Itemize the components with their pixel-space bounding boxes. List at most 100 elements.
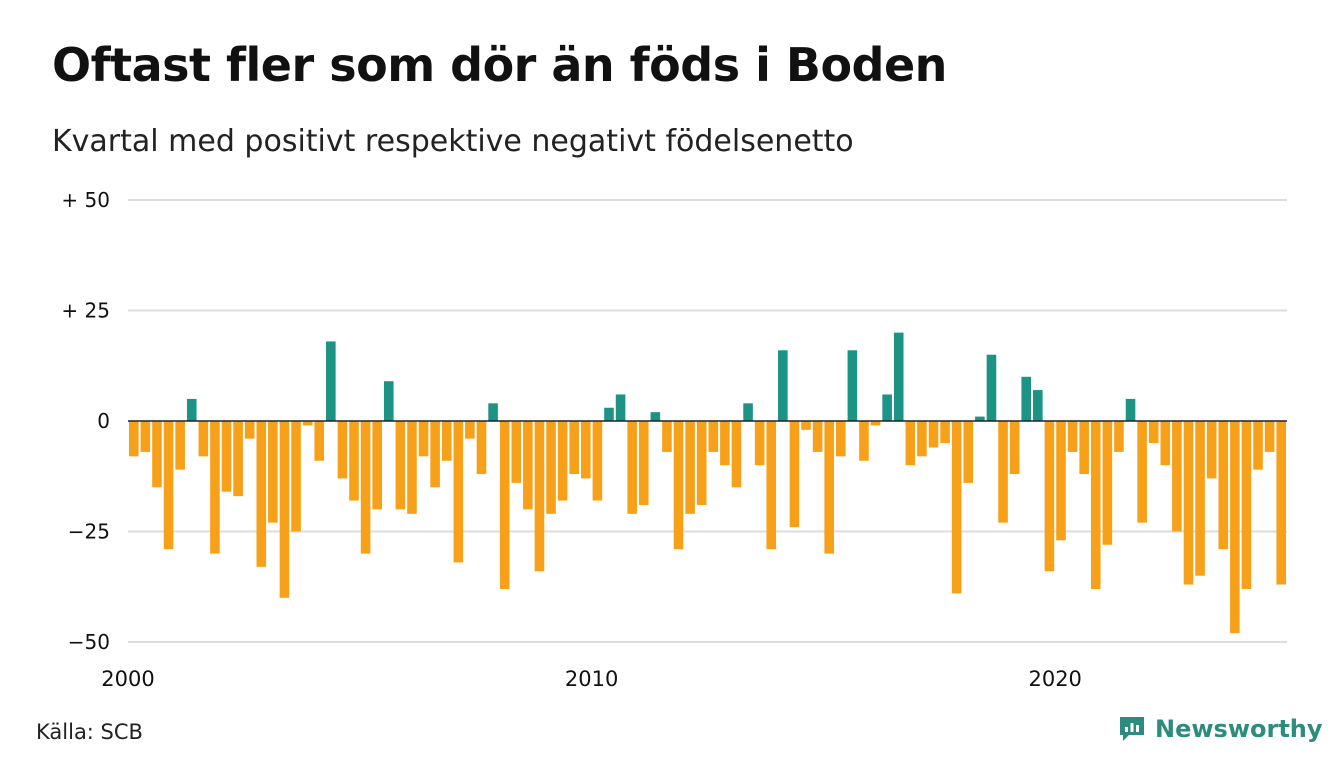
bar-negative [302,421,313,426]
bar-negative [638,421,649,505]
bar-negative [1090,421,1101,589]
bar-negative [1114,421,1124,452]
bar-negative [129,421,139,457]
bar-positive [986,354,997,421]
bar-negative [720,421,730,466]
bar-negative [430,421,440,488]
bar-positive [893,332,904,421]
bar-negative [673,421,684,550]
bar-positive [615,394,626,421]
bar-chart: + 50 + 25 0 −25 −50 2000 2010 2020 [61,188,1287,691]
bar-negative [1218,421,1229,550]
bar-negative [1253,421,1263,470]
bar-negative [244,421,255,439]
bar-negative [812,421,823,452]
bar-negative [627,421,637,514]
x-tick-label: 2020 [1028,667,1081,691]
bar-negative [766,421,777,550]
bar-negative [441,421,452,461]
bar-negative [859,421,869,461]
bar-negative [1079,421,1089,475]
bar-negative [1102,421,1113,545]
brand-logo[interactable]: Newsworthy [1117,714,1323,744]
bar-negative [349,421,359,501]
bar-positive [847,350,858,421]
y-tick-label: −25 [68,520,110,544]
bar-negative [291,421,301,532]
bar-negative [140,421,151,452]
bar-negative [372,421,382,510]
chart-title: Oftast fler som dör än föds i Boden [52,38,947,92]
bar-negative [963,421,974,483]
bar-negative [418,421,429,457]
bar-negative [998,421,1008,523]
bar-positive [186,398,197,421]
bar-negative [511,421,522,483]
bar-positive [778,350,788,421]
bar-negative [314,421,325,461]
grid-lines [128,199,1287,643]
bar-negative [1276,421,1286,585]
bar-negative [1137,421,1147,523]
bar-negative [824,421,834,554]
bar-negative [534,421,545,572]
bar-negative [476,421,487,475]
bar-negative [546,421,556,514]
bar-negative [395,421,406,510]
bar-negative [835,421,846,457]
bar-positive [1033,390,1043,421]
bar-negative [198,421,209,457]
bar-negative [1264,421,1275,452]
bar-positive [488,403,498,421]
bar-negative [1160,421,1171,466]
y-tick-label: + 50 [61,188,110,212]
bar-negative [1230,421,1240,634]
bar-negative [175,421,185,470]
bar-negative [407,421,417,514]
bar-negative [221,421,232,492]
bar-negative [592,421,603,501]
bar-negative [801,421,811,430]
bar-negative [1183,421,1194,585]
bar-negative [569,421,580,475]
x-axis-ticks: 2000 2010 2020 [101,667,1082,691]
bars [129,332,1286,634]
bar-positive [743,403,753,421]
chart-subtitle: Kvartal med positivt respektive negativt… [52,124,854,159]
bar-negative [917,421,927,457]
bar-negative [1195,421,1205,576]
bar-negative [1009,421,1020,475]
bar-negative [268,421,278,523]
y-tick-label: + 25 [61,299,110,323]
y-axis-ticks: + 50 + 25 0 −25 −50 [61,188,110,654]
y-tick-label: −50 [68,630,110,654]
bar-positive [882,394,892,421]
bar-positive [1125,398,1136,421]
bar-negative [685,421,695,514]
bar-negative [1067,421,1078,452]
bar-positive [383,381,394,421]
bar-positive [326,341,336,421]
x-tick-label: 2000 [101,667,154,691]
bar-negative [523,421,533,510]
bar-negative [256,421,267,567]
bar-negative [1148,421,1159,444]
bar-negative [928,421,939,448]
bar-negative [1056,421,1066,541]
x-tick-label: 2010 [565,667,618,691]
bar-negative [731,421,742,488]
bar-negative [1172,421,1182,532]
bar-negative [951,421,962,594]
source-note: Källa: SCB [36,720,143,744]
bar-negative [662,421,672,452]
bar-positive [604,407,614,421]
bar-negative [581,421,591,479]
bar-negative [360,421,371,554]
bar-negative [499,421,510,589]
bar-negative [789,421,800,528]
bar-negative [453,421,464,563]
bar-positive [1021,376,1032,421]
bar-negative [279,421,290,598]
bar-chart-logo-icon [1120,717,1144,741]
bar-negative [557,421,568,501]
